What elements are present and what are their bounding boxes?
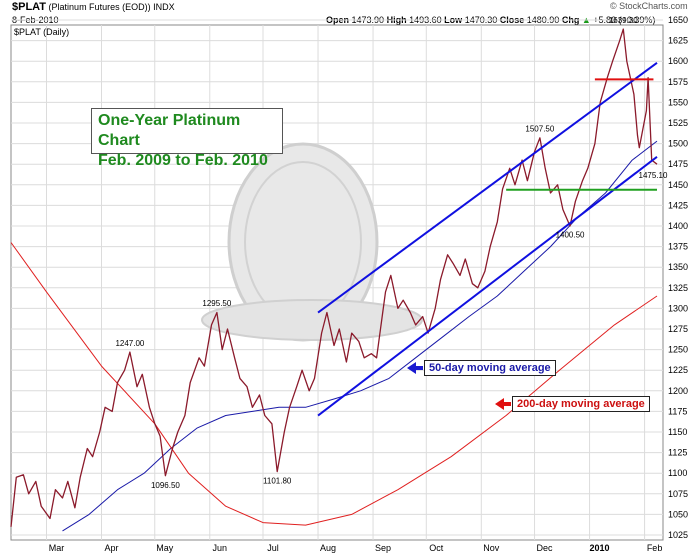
x-tick-label: Mar: [49, 543, 65, 553]
y-tick-label: 1550: [668, 97, 688, 107]
chart-header: $PLAT (Platinum Futures (EOD)) INDX: [12, 1, 175, 13]
y-tick-label: 1375: [668, 242, 688, 252]
data-label: 1101.80: [263, 477, 292, 486]
x-tick-label: Aug: [320, 543, 336, 553]
y-tick-label: 1300: [668, 303, 688, 313]
callout-line-1: One-Year Platinum Chart: [98, 112, 241, 149]
stockcharts-watermark: © StockCharts.com: [610, 1, 688, 11]
y-tick-label: 1075: [668, 489, 688, 499]
y-tick-label: 1625: [668, 36, 688, 46]
y-tick-label: 1475: [668, 159, 688, 169]
y-tick-label: 1100: [668, 468, 687, 478]
y-tick-label: 1400: [668, 221, 688, 231]
y-tick-label: 1575: [668, 77, 688, 87]
y-tick-label: 1425: [668, 200, 688, 210]
data-label: 1295.50: [202, 299, 231, 308]
y-tick-label: 1200: [668, 386, 688, 396]
y-tick-label: 1150: [668, 427, 687, 437]
x-tick-label: Apr: [105, 543, 119, 553]
data-label: 1400.50: [556, 231, 585, 240]
y-tick-label: 1350: [668, 262, 688, 272]
ma200-arrow-icon: [495, 398, 511, 410]
y-tick-label: 1275: [668, 324, 688, 334]
chart-callout: One-Year Platinum Chart Feb. 2009 to Feb…: [91, 108, 283, 169]
coin-watermark-base: [201, 299, 423, 341]
instrument-name: (Platinum Futures (EOD)): [48, 2, 151, 12]
y-tick-label: 1225: [668, 365, 688, 375]
data-label: 1096.50: [151, 481, 180, 490]
y-tick-label: 1500: [668, 139, 688, 149]
x-tick-label: Jul: [267, 543, 279, 553]
x-tick-label: Jun: [213, 543, 228, 553]
x-tick-label: 2010: [590, 543, 610, 553]
channel_lower-line: [317, 155, 658, 417]
x-tick-label: Sep: [375, 543, 391, 553]
x-tick-label: Oct: [429, 543, 444, 553]
x-tick-label: Dec: [537, 543, 554, 553]
ma50-label: 50-day moving average: [424, 360, 556, 376]
y-tick-label: 1325: [668, 283, 688, 293]
y-tick-label: 1650: [668, 15, 688, 25]
x-tick-label: Nov: [483, 543, 500, 553]
ma200-line: [10, 242, 658, 526]
data-label: 1639.30: [609, 16, 638, 25]
channel_upper-line: [317, 62, 658, 314]
data-label: 1475.10: [639, 171, 668, 180]
exchange: INDX: [153, 2, 175, 12]
y-tick-label: 1450: [668, 180, 688, 190]
y-tick-label: 1125: [668, 448, 687, 458]
symbol: $PLAT: [12, 1, 47, 13]
y-tick-label: 1175: [668, 406, 687, 416]
ma50-arrow-icon: [407, 362, 423, 374]
y-tick-label: 1050: [668, 509, 688, 519]
ma200-label: 200-day moving average: [512, 396, 650, 412]
callout-line-2: Feb. 2009 to Feb. 2010: [98, 152, 268, 169]
y-tick-label: 1600: [668, 56, 688, 66]
data-label: 1247.00: [115, 339, 144, 348]
y-tick-label: 1025: [668, 530, 688, 540]
x-tick-label: Feb: [647, 543, 663, 553]
price-line: [10, 28, 658, 527]
y-tick-label: 1250: [668, 345, 688, 355]
chart-legend: $PLAT (Daily): [14, 27, 69, 37]
y-tick-label: 1525: [668, 118, 688, 128]
x-tick-label: May: [156, 543, 174, 553]
ma50-line: [62, 140, 658, 532]
data-label: 1507.50: [525, 124, 554, 133]
